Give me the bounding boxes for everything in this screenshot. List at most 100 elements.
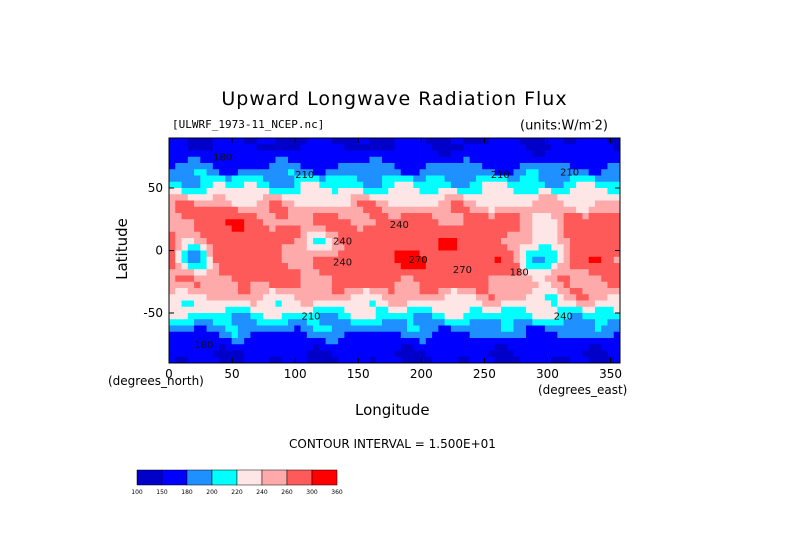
heatmap-cell [369, 319, 377, 326]
heatmap-cell [313, 331, 320, 339]
heatmap-cell [563, 206, 571, 214]
heatmap-cell [375, 238, 383, 245]
heatmap-cell [576, 288, 583, 295]
heatmap-cell [557, 231, 565, 239]
heatmap-cell [288, 300, 295, 308]
heatmap-cell [444, 256, 452, 264]
heatmap-cell [482, 138, 489, 145]
heatmap-cell [187, 188, 195, 195]
heatmap-cell [507, 194, 514, 201]
x-unit-label: (degrees_east) [538, 383, 628, 397]
heatmap-cell [350, 269, 358, 276]
heatmap-cell [206, 250, 214, 258]
heatmap-cell [256, 256, 264, 264]
heatmap-cell [507, 306, 514, 314]
heatmap-cell [375, 150, 383, 158]
heatmap-cell [244, 319, 251, 326]
heatmap-cell [588, 206, 596, 214]
heatmap-cell [344, 306, 352, 314]
heatmap-cell [344, 275, 352, 283]
heatmap-cell [169, 150, 176, 158]
heatmap-cell [438, 150, 446, 158]
heatmap-cell [275, 231, 283, 239]
heatmap-cell [569, 338, 577, 345]
heatmap-cell [450, 256, 458, 264]
heatmap-cell [526, 200, 533, 208]
heatmap-cell [563, 219, 571, 226]
heatmap-cell [444, 138, 452, 145]
heatmap-cell [187, 206, 195, 214]
heatmap-cell [200, 206, 207, 214]
heatmap-cell [582, 175, 590, 183]
heatmap-cell [288, 200, 295, 208]
heatmap-cell [363, 319, 370, 326]
heatmap-cell [381, 181, 389, 189]
heatmap-cell [500, 163, 508, 170]
heatmap-cell [538, 231, 546, 239]
heatmap-cell [262, 219, 270, 226]
heatmap-cell [262, 288, 270, 295]
heatmap-cell [319, 206, 326, 214]
heatmap-cell [563, 181, 571, 189]
heatmap-cell [425, 194, 433, 201]
heatmap-cell [601, 344, 608, 351]
heatmap-cell [400, 313, 408, 320]
heatmap-cell [488, 188, 496, 195]
heatmap-cell [601, 338, 608, 345]
heatmap-cell [344, 231, 352, 239]
heatmap-cell [432, 325, 439, 333]
heatmap-cell [219, 163, 226, 170]
heatmap-cell [601, 200, 608, 208]
heatmap-cell [425, 281, 433, 289]
heatmap-cell [419, 269, 427, 276]
heatmap-cell [488, 231, 496, 239]
heatmap-cell [288, 163, 295, 170]
chart-title: Upward Longwave Radiation Flux [221, 88, 568, 110]
heatmap-cell [350, 263, 358, 270]
heatmap-cell [250, 181, 258, 189]
heatmap-cell [444, 344, 452, 351]
heatmap-cell [438, 256, 446, 264]
heatmap-cell [363, 338, 370, 345]
heatmap-cell [187, 275, 195, 283]
heatmap-cell [275, 331, 283, 339]
heatmap-cell [563, 238, 571, 245]
heatmap-cell [363, 175, 370, 183]
heatmap-cell [475, 244, 483, 251]
heatmap-cell [482, 156, 489, 164]
heatmap-cell [588, 281, 596, 289]
heatmap-cell [469, 313, 477, 320]
heatmap-cell [482, 150, 489, 158]
heatmap-cell [225, 331, 233, 339]
heatmap-cell [325, 200, 333, 208]
heatmap-cell [613, 319, 621, 326]
heatmap-cell [275, 150, 283, 158]
heatmap-cell [244, 350, 251, 358]
heatmap-cell [607, 288, 615, 295]
heatmap-cell [607, 206, 615, 214]
heatmap-cell [212, 313, 220, 320]
heatmap-cell [331, 175, 339, 183]
heatmap-cell [313, 294, 320, 301]
heatmap-cell [219, 306, 226, 314]
heatmap-cell [294, 269, 301, 276]
heatmap-cell [262, 138, 270, 145]
heatmap-cell [212, 156, 220, 164]
heatmap-cell [463, 194, 471, 201]
heatmap-cell [469, 200, 477, 208]
heatmap-cell [381, 319, 389, 326]
heatmap-cell [200, 200, 207, 208]
heatmap-cell [519, 181, 527, 189]
heatmap-cell [432, 144, 439, 151]
heatmap-cell [538, 175, 546, 183]
heatmap-cell [394, 288, 402, 295]
heatmap-cell [275, 350, 283, 358]
heatmap-cell [432, 331, 439, 339]
heatmap-cell [225, 238, 233, 245]
heatmap-cell [538, 144, 546, 151]
heatmap-cell [194, 288, 201, 295]
heatmap-cell [588, 225, 596, 233]
heatmap-cell [219, 250, 226, 258]
heatmap-cell [507, 288, 514, 295]
